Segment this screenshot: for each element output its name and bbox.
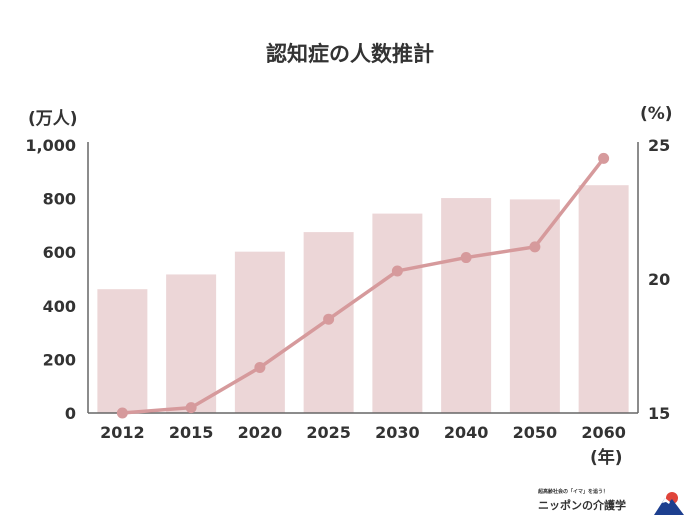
x-tick-label: 2060	[581, 423, 626, 442]
line-point-2020	[254, 361, 266, 373]
line-point-2025	[323, 313, 335, 325]
bar-2040	[441, 198, 492, 413]
x-tick-label: 2050	[513, 423, 558, 442]
y-axis-unit-left: (万人)	[28, 109, 78, 129]
x-tick-label: 2012	[100, 423, 145, 442]
y-axis-unit-right: (%)	[640, 104, 673, 124]
y-tick-label: 800	[43, 190, 76, 209]
bar-2015	[166, 274, 217, 413]
mount-fuji-icon	[654, 492, 684, 515]
y-tick-label: 1,000	[25, 136, 76, 155]
logo-name: ニッポンの介護学	[538, 499, 626, 512]
chart-title: 認知症の人数推計	[266, 42, 434, 66]
line-point-2060	[598, 152, 610, 164]
bar-2050	[509, 199, 560, 413]
line-point-2050	[529, 241, 541, 253]
y-tick-label: 0	[65, 404, 76, 423]
x-tick-label: 2040	[444, 423, 489, 442]
x-axis-unit: (年)	[590, 448, 623, 468]
bar-2012	[97, 289, 148, 413]
y2-tick-label: 25	[648, 136, 670, 155]
y2-tick-label: 15	[648, 404, 670, 423]
line-point-2012	[116, 407, 128, 419]
line-point-2030	[391, 265, 403, 277]
bar-2030	[372, 213, 423, 413]
bar-2020	[234, 251, 285, 413]
x-tick-label: 2025	[306, 423, 351, 442]
x-tick-label: 2030	[375, 423, 420, 442]
x-tick-label: 2015	[169, 423, 214, 442]
line-point-2015	[185, 402, 197, 414]
y2-tick-label: 20	[648, 270, 670, 289]
bar-2060	[578, 185, 629, 413]
brand-logo: 超高齢社会の「イマ」を追う！ ニッポンの介護学	[538, 488, 688, 518]
y-tick-label: 600	[43, 243, 76, 262]
x-tick-label: 2020	[238, 423, 283, 442]
y-tick-label: 200	[43, 350, 76, 369]
y-tick-label: 400	[43, 297, 76, 316]
logo-tagline: 超高齢社会の「イマ」を追う！	[538, 489, 609, 495]
line-point-2040	[460, 252, 472, 264]
line-series	[122, 157, 606, 415]
